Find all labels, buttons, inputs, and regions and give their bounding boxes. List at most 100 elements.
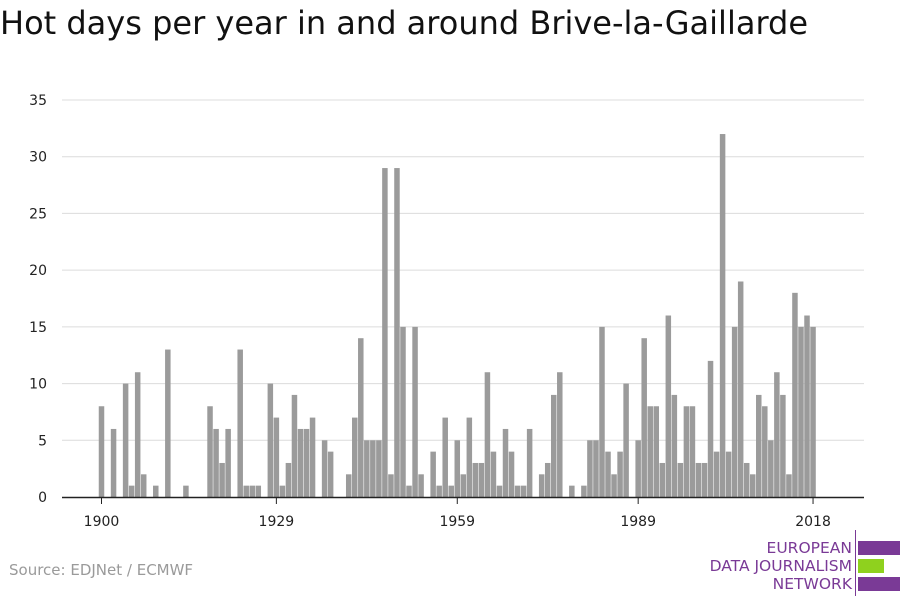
bar-2012 bbox=[774, 372, 780, 497]
x-tick-label: 1959 bbox=[439, 514, 475, 530]
bar-2018 bbox=[810, 326, 816, 497]
bar-1930 bbox=[279, 485, 286, 497]
bar-1934 bbox=[303, 428, 310, 497]
bar-1935 bbox=[309, 417, 316, 497]
bar-1907 bbox=[140, 474, 147, 497]
bar-1906 bbox=[134, 372, 141, 497]
bar-1948 bbox=[388, 474, 394, 497]
gridlines bbox=[62, 99, 864, 441]
bar-2007 bbox=[743, 462, 750, 497]
logo-divider bbox=[855, 530, 856, 596]
y-tick-label: 0 bbox=[38, 490, 47, 506]
bar-1983 bbox=[599, 326, 605, 497]
x-tick-label: 1989 bbox=[620, 514, 656, 530]
bar-2015 bbox=[792, 292, 798, 497]
bar-1999 bbox=[695, 462, 702, 497]
bar-1953 bbox=[418, 474, 424, 497]
bar-1931 bbox=[285, 462, 292, 497]
bar-1981 bbox=[587, 440, 593, 497]
bar-1944 bbox=[364, 440, 370, 497]
y-tick-label: 10 bbox=[29, 377, 47, 393]
bar-1942 bbox=[352, 417, 358, 497]
bar-2014 bbox=[786, 474, 792, 497]
bar-1955 bbox=[430, 451, 436, 497]
y-tick-label: 30 bbox=[29, 150, 47, 166]
bar-1996 bbox=[677, 462, 684, 497]
logo-line-data-journalism: DATA JOURNALISM bbox=[709, 557, 852, 575]
bar-1929 bbox=[273, 417, 280, 497]
bar-1945 bbox=[370, 440, 376, 497]
bar-1973 bbox=[538, 474, 545, 497]
bar-1950 bbox=[400, 326, 406, 497]
bars bbox=[98, 134, 816, 498]
y-tick-label: 25 bbox=[29, 206, 47, 222]
bar-2011 bbox=[768, 440, 774, 497]
bar-1989 bbox=[635, 440, 641, 497]
bar-1998 bbox=[689, 406, 696, 497]
bar-1987 bbox=[623, 383, 629, 497]
bar-2004 bbox=[725, 451, 732, 497]
bar-1993 bbox=[659, 462, 666, 497]
bar-1974 bbox=[544, 462, 551, 497]
bar-2013 bbox=[780, 394, 786, 497]
source-note: Source: EDJNet / ECMWF bbox=[9, 561, 194, 579]
bar-2005 bbox=[731, 326, 738, 497]
x-tick-label: 2018 bbox=[795, 514, 831, 530]
logo-line-network: NETWORK bbox=[772, 575, 852, 593]
bar-2006 bbox=[737, 281, 744, 497]
bar-1958 bbox=[448, 485, 454, 497]
y-axis-ticks: 0 5 10 15 20 25 30 35 bbox=[29, 93, 47, 506]
bar-1949 bbox=[394, 168, 400, 498]
bar-1900 bbox=[98, 406, 105, 497]
y-tick-label: 35 bbox=[29, 93, 47, 109]
bar-1961 bbox=[466, 417, 473, 497]
logo-bar-purple-top bbox=[858, 541, 900, 555]
bar-1965 bbox=[490, 451, 497, 497]
bar-2016 bbox=[798, 326, 804, 497]
bar-1909 bbox=[153, 485, 159, 497]
bar-1964 bbox=[484, 372, 491, 497]
logo-line-european: EUROPEAN bbox=[766, 539, 852, 557]
bar-2009 bbox=[756, 394, 762, 497]
x-tick-label: 1900 bbox=[84, 514, 120, 530]
bar-1926 bbox=[255, 485, 262, 497]
bar-1994 bbox=[665, 315, 672, 497]
bar-1970 bbox=[520, 485, 527, 497]
bar-1925 bbox=[249, 485, 255, 497]
bar-1947 bbox=[382, 168, 388, 498]
bar-1968 bbox=[508, 451, 515, 497]
chart-title: Hot days per year in and around Brive-la… bbox=[0, 4, 809, 42]
bar-1962 bbox=[472, 462, 479, 497]
bar-1995 bbox=[671, 394, 678, 497]
bar-1966 bbox=[496, 485, 503, 497]
bar-1982 bbox=[593, 440, 599, 497]
bar-1932 bbox=[291, 394, 298, 497]
bar-1914 bbox=[183, 485, 189, 497]
y-tick-label: 5 bbox=[38, 433, 47, 449]
bar-1951 bbox=[406, 485, 412, 497]
bar-1971 bbox=[526, 428, 533, 497]
edjnet-logo: EUROPEAN DATA JOURNALISM NETWORK bbox=[700, 530, 900, 600]
bar-1933 bbox=[297, 428, 304, 497]
bar-1991 bbox=[647, 406, 653, 497]
bar-1938 bbox=[327, 451, 334, 497]
bar-2001 bbox=[707, 360, 714, 497]
bar-1959 bbox=[454, 440, 461, 497]
bar-1960 bbox=[460, 474, 467, 497]
bar-1902 bbox=[110, 428, 117, 497]
x-axis-ticks: 1900 1929 1959 1989 2018 bbox=[84, 497, 831, 530]
bar-2010 bbox=[762, 406, 768, 497]
bar-2008 bbox=[749, 474, 756, 497]
bar-1969 bbox=[514, 485, 521, 497]
bar-1975 bbox=[551, 394, 557, 497]
y-tick-label: 15 bbox=[29, 320, 47, 336]
bar-1992 bbox=[653, 406, 660, 497]
bar-1967 bbox=[502, 428, 509, 497]
bar-1941 bbox=[345, 474, 352, 497]
bar-1943 bbox=[358, 338, 364, 497]
bar-1963 bbox=[478, 462, 485, 497]
bar-1918 bbox=[207, 406, 213, 497]
bar-1946 bbox=[376, 440, 382, 497]
logo-bar-green bbox=[858, 559, 884, 573]
